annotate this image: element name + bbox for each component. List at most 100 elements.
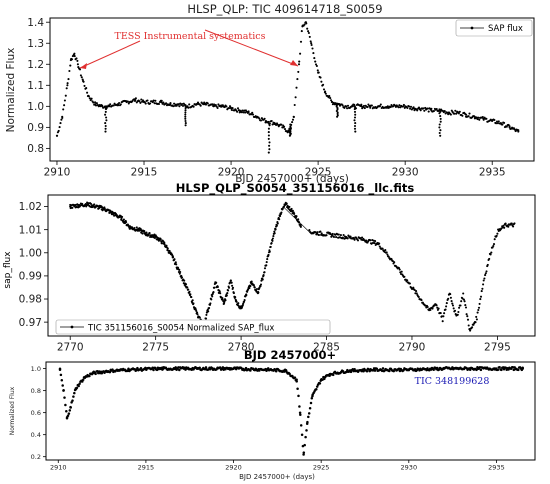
panel-bottom-data-point [309, 401, 313, 405]
panel-top-data-point [421, 107, 424, 110]
panel-top-data-point [214, 103, 217, 107]
panel-top-data-point [416, 109, 419, 112]
panel-top-data-point [238, 109, 241, 112]
panel-top-data-point [328, 95, 331, 98]
panel-top-data-point [404, 105, 407, 108]
panel-bottom-data-point [71, 399, 74, 402]
panel-top-data [55, 21, 520, 154]
panel-middle-data-point [225, 294, 228, 297]
panel-middle-data-point [188, 290, 191, 293]
panel-top-dip-point [184, 104, 187, 107]
panel-middle-data-point [205, 313, 208, 316]
panel-middle-data-point [188, 293, 191, 296]
panel-middle-data-point [196, 313, 199, 316]
panel-top-data-point [142, 101, 146, 104]
panel-middle-data-point [444, 308, 447, 311]
panel-middle-data-point [471, 326, 474, 329]
panel-middle-data-point [457, 310, 460, 314]
panel-middle-data-point [261, 278, 264, 281]
panel-middle-data-point [168, 249, 171, 252]
panel-bottom-data-point [300, 433, 304, 436]
panel-bottom-data-point [304, 435, 307, 439]
panel-middle-data-point [135, 226, 138, 229]
panel-middle-data-point [480, 290, 483, 293]
panel-top-dip-point [439, 134, 442, 137]
panel-top-data-point [426, 107, 429, 110]
panel-top-data-point [478, 118, 481, 121]
panel-top-dip-point [267, 134, 270, 137]
panel-bottom-data-point [74, 387, 78, 390]
panel-bottom: 2910 2915 2920 2925 2930 2935 0.2 0.4 0.6 0.8 1.0… [9, 361, 536, 481]
panel-middle-data-point [477, 308, 480, 312]
panel-bottom-data-point [197, 367, 200, 370]
panel-top-data-point [406, 106, 409, 110]
panel-middle-data-point [222, 302, 226, 305]
panel-bottom-data-point [305, 422, 309, 425]
panel-middle-data-point [288, 205, 291, 208]
panel-top-data-point [94, 101, 97, 104]
panel-top-data-point [192, 105, 195, 108]
panel-middle-data-point [489, 253, 492, 256]
panel-middle-data-point [478, 302, 481, 305]
panel-top-data-point [395, 105, 398, 108]
panel-top-y-tick-label: 0.9 [27, 122, 44, 134]
panel-bottom-data [58, 366, 524, 456]
panel-middle-data-point [451, 304, 455, 307]
panel-middle-data-point [293, 212, 296, 215]
panel-middle-data-point [191, 299, 194, 302]
panel-top-data-point [90, 97, 93, 100]
panel-top-data-point [505, 125, 508, 128]
panel-middle-data-point [513, 222, 516, 225]
panel-top-dip-point [438, 112, 441, 115]
panel-top-data-point [499, 122, 502, 125]
panel-bottom-data-point [78, 382, 81, 386]
panel-middle-data-point [141, 232, 144, 235]
panel-middle-data-point [474, 321, 477, 324]
panel-middle-data-point [465, 313, 468, 316]
panel-bottom-data-point [81, 378, 85, 381]
panel-middle-data-point [342, 233, 345, 237]
panel-top-data-point [95, 102, 98, 105]
panel-middle-data-point [486, 263, 489, 266]
panel-top-dip-point [104, 130, 107, 133]
panel-top-data-point [508, 126, 511, 129]
panel-middle-data-point [174, 261, 177, 264]
panel-top-data-point [63, 99, 66, 102]
panel-top-data-point [69, 64, 72, 67]
panel-bottom-data-point [402, 369, 405, 372]
panel-middle-data-point [240, 307, 243, 310]
panel-top-data-point [482, 117, 485, 120]
panel-top-data-point [211, 103, 214, 106]
panel-top-dip-point [104, 122, 107, 125]
panel-top-dip-point [439, 117, 442, 120]
panel-middle-data-point [268, 250, 271, 253]
panel-middle-data-point [210, 298, 213, 301]
panel-middle-data-point [299, 225, 302, 228]
panel-top-data-point [453, 112, 456, 115]
panel-middle-data-point [493, 238, 496, 241]
panel-top-dip-point [267, 137, 270, 140]
panel-top-y-tick-label: 1.4 [27, 17, 44, 29]
panel-middle-data-point [485, 270, 488, 273]
panel-middle-data-point [290, 207, 293, 210]
panel-middle-data [69, 201, 516, 332]
panel-top-data-point [299, 52, 302, 55]
panel-top-data-point [58, 126, 61, 129]
panel-top-dip-point [105, 116, 108, 119]
panel-top-data-point [151, 101, 154, 104]
panel-top-data-point [409, 107, 412, 110]
panel-top-data-point [351, 105, 354, 108]
panel-middle-x-tick-label: 2785 [313, 342, 340, 354]
panel-top-data-point [412, 107, 415, 110]
panel-top-dip-point [438, 126, 441, 129]
panel-top-data-point [307, 31, 310, 35]
panel-top-data-point [369, 106, 372, 109]
panel-top-data-point [493, 118, 496, 122]
panel-bottom-data-point [174, 366, 177, 369]
panel-top-data-point [181, 102, 184, 106]
panel-middle-data-point [475, 315, 478, 318]
panel-bottom-data-point [295, 380, 298, 383]
panel-bottom-data-point [311, 394, 314, 398]
panel-middle-data-point [443, 312, 446, 315]
panel-top-data-point [409, 105, 413, 108]
